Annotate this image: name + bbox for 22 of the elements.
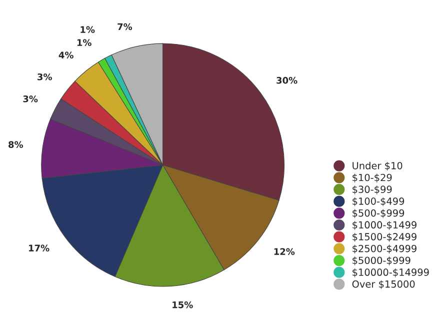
data-label: 15% xyxy=(172,301,193,308)
legend-label: $1000-$1499 xyxy=(352,221,416,230)
data-label: 12% xyxy=(274,248,295,255)
data-label: 17% xyxy=(29,244,50,252)
data-label: 30% xyxy=(276,76,298,84)
legend-label: $30-$99 xyxy=(352,185,392,194)
data-label: 3% xyxy=(23,95,38,102)
legend-label: $500-$999 xyxy=(352,209,404,218)
legend-label: Under $10 xyxy=(352,162,402,171)
legend-label: $2500-$4999 xyxy=(352,244,416,254)
data-label: 7% xyxy=(118,23,132,30)
legend-label: $10000-$14999 xyxy=(352,268,429,278)
legend-label: Over $15000 xyxy=(352,280,415,290)
legend-label: $100-$499 xyxy=(352,197,404,206)
data-label: 1% xyxy=(80,26,95,33)
legend-label: $5000-$999 xyxy=(352,256,410,266)
data-label: 1% xyxy=(77,39,92,46)
legend-label: $1500-$2499 xyxy=(352,232,416,242)
data-label: 8% xyxy=(8,141,24,148)
data-label: 4% xyxy=(58,52,74,58)
data-label: 3% xyxy=(38,73,52,80)
legend-label: $10-$29 xyxy=(352,174,392,182)
